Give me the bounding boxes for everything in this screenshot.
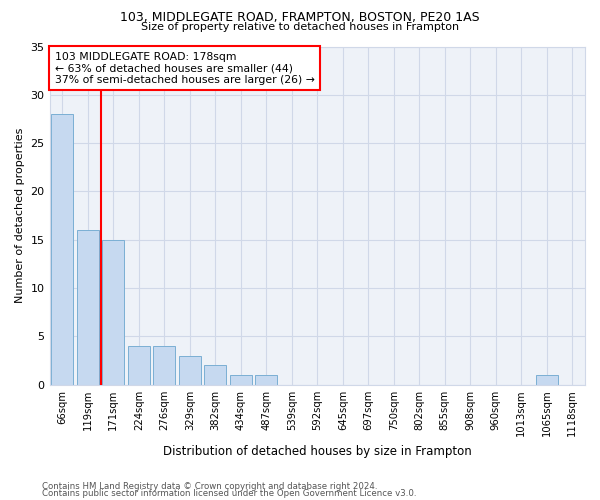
Bar	[128, 346, 149, 385]
Bar	[154, 346, 175, 385]
X-axis label: Distribution of detached houses by size in Frampton: Distribution of detached houses by size …	[163, 444, 472, 458]
Bar	[52, 114, 73, 384]
Y-axis label: Number of detached properties: Number of detached properties	[15, 128, 25, 304]
Bar	[536, 375, 557, 384]
Text: Contains public sector information licensed under the Open Government Licence v3: Contains public sector information licen…	[42, 489, 416, 498]
Text: Contains HM Land Registry data © Crown copyright and database right 2024.: Contains HM Land Registry data © Crown c…	[42, 482, 377, 491]
Text: 103, MIDDLEGATE ROAD, FRAMPTON, BOSTON, PE20 1AS: 103, MIDDLEGATE ROAD, FRAMPTON, BOSTON, …	[120, 11, 480, 24]
Text: Size of property relative to detached houses in Frampton: Size of property relative to detached ho…	[141, 22, 459, 32]
Bar	[256, 375, 277, 384]
Bar	[205, 366, 226, 384]
Bar	[103, 240, 124, 384]
Bar	[179, 356, 200, 384]
Bar	[230, 375, 251, 384]
Text: 103 MIDDLEGATE ROAD: 178sqm
← 63% of detached houses are smaller (44)
37% of sem: 103 MIDDLEGATE ROAD: 178sqm ← 63% of det…	[55, 52, 315, 85]
Bar	[77, 230, 98, 384]
